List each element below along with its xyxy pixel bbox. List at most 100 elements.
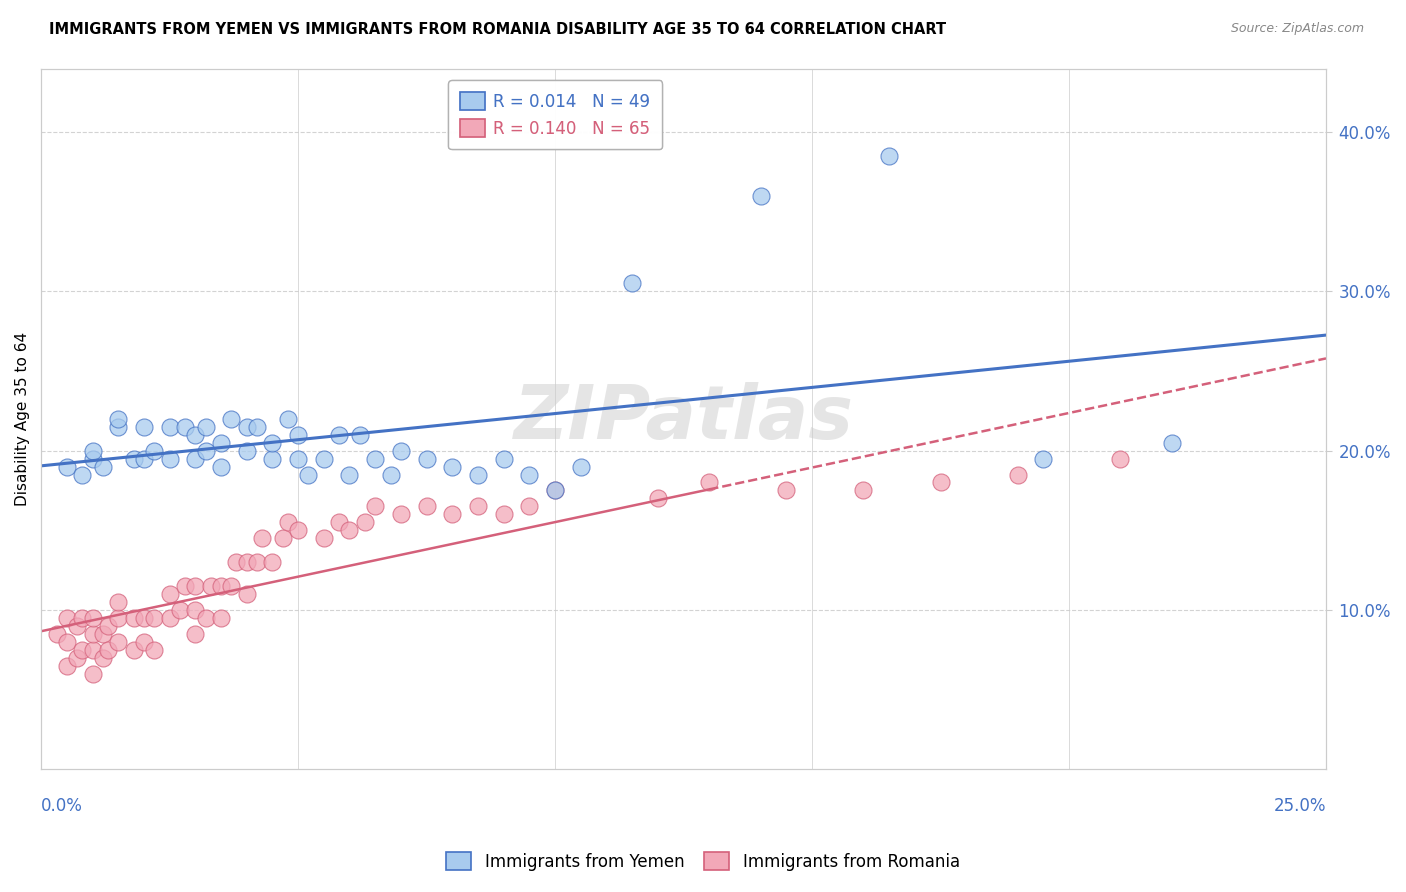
Point <box>1109 451 1132 466</box>
Point <box>697 475 720 490</box>
Point <box>132 611 155 625</box>
Point <box>82 666 104 681</box>
Point <box>312 451 335 466</box>
Point <box>132 419 155 434</box>
Point <box>287 427 309 442</box>
Point <box>262 555 284 569</box>
Point <box>194 611 217 625</box>
Point <box>56 658 79 673</box>
Point <box>225 555 247 569</box>
Point <box>235 419 257 434</box>
Point <box>441 508 464 522</box>
Point <box>45 626 67 640</box>
Point <box>209 579 232 593</box>
Point <box>235 443 257 458</box>
Point <box>107 611 129 625</box>
Point <box>1032 451 1054 466</box>
Point <box>122 642 145 657</box>
Point <box>97 619 120 633</box>
Point <box>91 626 114 640</box>
Point <box>91 650 114 665</box>
Point <box>91 459 114 474</box>
Point <box>184 451 207 466</box>
Point <box>544 483 567 498</box>
Y-axis label: Disability Age 35 to 64: Disability Age 35 to 64 <box>15 332 30 506</box>
Point <box>184 427 207 442</box>
Point <box>82 626 104 640</box>
Point <box>107 419 129 434</box>
Point <box>70 467 93 482</box>
Point <box>544 483 567 498</box>
Point <box>219 579 242 593</box>
Point <box>143 443 166 458</box>
Point <box>70 611 93 625</box>
Point <box>262 435 284 450</box>
Point <box>56 634 79 648</box>
Point <box>209 459 232 474</box>
Text: IMMIGRANTS FROM YEMEN VS IMMIGRANTS FROM ROMANIA DISABILITY AGE 35 TO 64 CORRELA: IMMIGRANTS FROM YEMEN VS IMMIGRANTS FROM… <box>49 22 946 37</box>
Point <box>143 642 166 657</box>
Point <box>287 451 309 466</box>
Point <box>569 459 592 474</box>
Point <box>209 435 232 450</box>
Point <box>169 603 191 617</box>
Point <box>97 642 120 657</box>
Point <box>389 508 412 522</box>
Point <box>159 611 181 625</box>
Point <box>380 467 402 482</box>
Point <box>364 451 387 466</box>
Point <box>82 611 104 625</box>
Point <box>200 579 222 593</box>
Point <box>467 500 489 514</box>
Point <box>749 189 772 203</box>
Text: 25.0%: 25.0% <box>1274 797 1326 815</box>
Legend: Immigrants from Yemen, Immigrants from Romania: Immigrants from Yemen, Immigrants from R… <box>437 844 969 880</box>
Point <box>467 467 489 482</box>
Point <box>852 483 875 498</box>
Point <box>82 451 104 466</box>
Point <box>312 531 335 545</box>
Point <box>647 491 669 506</box>
Point <box>328 516 350 530</box>
Point <box>349 427 371 442</box>
Point <box>519 500 541 514</box>
Point <box>354 516 377 530</box>
Point <box>184 603 207 617</box>
Point <box>415 500 437 514</box>
Point <box>82 443 104 458</box>
Point <box>194 443 217 458</box>
Point <box>122 451 145 466</box>
Point <box>56 611 79 625</box>
Point <box>107 595 129 609</box>
Point <box>262 451 284 466</box>
Point <box>271 531 294 545</box>
Point <box>235 587 257 601</box>
Point <box>122 611 145 625</box>
Point <box>194 419 217 434</box>
Point <box>277 516 299 530</box>
Point <box>107 634 129 648</box>
Point <box>339 467 361 482</box>
Point <box>235 555 257 569</box>
Point <box>107 412 129 426</box>
Point <box>415 451 437 466</box>
Text: ZIPatlas: ZIPatlas <box>513 383 853 455</box>
Point <box>66 619 89 633</box>
Point <box>174 419 197 434</box>
Point <box>184 579 207 593</box>
Point <box>328 427 350 442</box>
Point <box>219 412 242 426</box>
Point <box>70 642 93 657</box>
Point <box>56 459 79 474</box>
Point <box>143 611 166 625</box>
Point <box>492 451 515 466</box>
Point <box>339 523 361 537</box>
Point <box>184 626 207 640</box>
Point <box>519 467 541 482</box>
Point <box>877 149 900 163</box>
Point <box>209 611 232 625</box>
Point <box>1160 435 1182 450</box>
Point <box>132 451 155 466</box>
Point <box>287 523 309 537</box>
Point <box>246 555 269 569</box>
